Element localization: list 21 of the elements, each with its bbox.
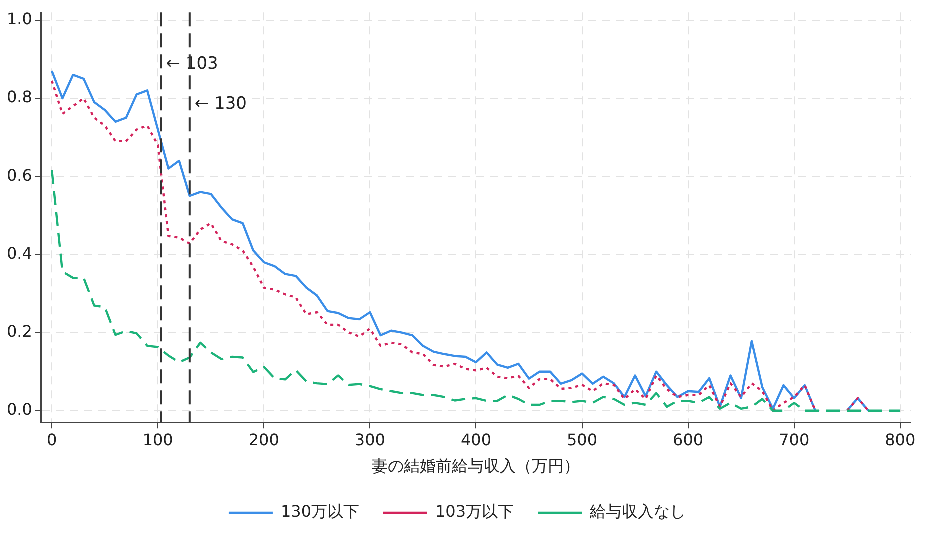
x-tick-label: 200 (248, 430, 280, 450)
x-tick-label: 100 (142, 430, 174, 450)
legend-label: 給与収入なし (589, 502, 686, 522)
y-tick-label: 0.6 (6, 166, 32, 185)
y-tick-label: 0.4 (6, 244, 32, 263)
y-tick-label: 1.0 (6, 10, 32, 29)
x-tick-label: 400 (460, 430, 492, 450)
line-series (50, 169, 902, 412)
x-tick-label: 600 (673, 430, 704, 450)
x-tick-label: 800 (885, 430, 916, 450)
x-tick-label: 0 (46, 430, 58, 450)
y-tick-label: 0.2 (6, 322, 32, 341)
y-tick-label: 0.0 (6, 400, 32, 420)
x-tick-label: 500 (566, 430, 598, 450)
x-tick-label: 700 (779, 430, 810, 450)
ref-line-label: ← 130 (194, 94, 248, 114)
x-axis-title: 妻の結婚前給与収入（万円） (372, 456, 580, 476)
y-tick-label: 0.8 (6, 88, 32, 107)
x-tick-label: 300 (354, 430, 386, 450)
legend-label: 103万以下 (436, 502, 514, 522)
legend-label: 130万以下 (280, 502, 360, 522)
